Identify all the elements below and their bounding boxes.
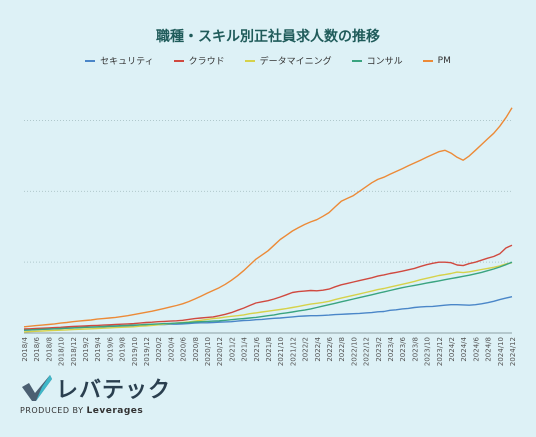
- x-tick-label: 2023/2: [375, 337, 383, 362]
- x-tick-label: 2019/12: [143, 337, 151, 366]
- x-tick-label: 2024/2: [448, 337, 456, 362]
- legend-swatch-consulting: [351, 59, 362, 62]
- produced-by-label: PRODUCED BY: [20, 406, 84, 415]
- x-tick-label: 2021/6: [253, 336, 261, 361]
- produced-by-line: PRODUCED BY Leverages: [20, 406, 171, 416]
- x-tick-label: 2020/10: [204, 337, 212, 366]
- x-tick-label: 2019/4: [94, 336, 102, 361]
- x-tick-label: 2018/12: [70, 337, 78, 366]
- x-axis: 2018/4 2018/6 2018/8 2018/10 2018/12 2019/2 20…: [21, 332, 517, 366]
- legend-item-data-mining: データマイニング: [244, 54, 332, 67]
- series-line-1: [23, 244, 513, 330]
- x-tick-label: 2022/4: [314, 336, 322, 361]
- legend-swatch-security: [85, 59, 96, 62]
- x-tick-label: 2024/4: [460, 336, 468, 361]
- x-tick-label: 2021/12: [289, 337, 297, 366]
- brand-name: Leverages: [86, 406, 144, 416]
- x-tick-label: 2022/2: [302, 337, 310, 362]
- legend-label-consulting: コンサル: [366, 57, 403, 67]
- legend-item-security: セキュリティ: [85, 54, 154, 67]
- legend-item-pm: PM: [422, 54, 451, 67]
- x-tick-label: 2021/4: [241, 336, 249, 361]
- legend: セキュリティ クラウド データマイニング コンサル PM: [0, 54, 536, 67]
- x-tick-label: 2022/12: [363, 337, 371, 366]
- legend-label-cloud: クラウド: [188, 57, 225, 67]
- x-tick-label: 2021/10: [277, 337, 285, 366]
- x-tick-label: 2018/4: [21, 336, 29, 361]
- series-lines: [23, 107, 513, 333]
- x-tick-label: 2020/12: [216, 337, 224, 366]
- checkmark-logo-icon: [22, 375, 52, 401]
- x-tick-label: 2023/12: [436, 337, 444, 366]
- x-tick-label: 2018/6: [33, 336, 41, 361]
- chart-title: 職種・スキル別正社員求人数の推移: [156, 29, 380, 45]
- x-tick-label: 2024/10: [497, 337, 505, 366]
- x-tick-label: 2019/8: [119, 337, 127, 362]
- x-tick-label: 2020/4: [167, 336, 175, 361]
- legend-label-security: セキュリティ: [100, 57, 154, 67]
- series-line-3: [23, 261, 513, 331]
- x-tick-label: 2023/6: [399, 336, 407, 361]
- x-tick-label: 2021/2: [228, 337, 236, 362]
- x-tick-label: 2023/4: [387, 336, 395, 361]
- grid-lines: [24, 120, 512, 263]
- x-tick-label: 2019/10: [131, 337, 139, 366]
- legend-item-consulting: コンサル: [351, 54, 403, 67]
- legend-swatch-pm: [422, 59, 433, 62]
- x-tick-label: 2022/8: [338, 337, 346, 362]
- brand-logo: レバテック PRODUCED BY Leverages: [20, 372, 171, 416]
- x-tick-label: 2022/6: [326, 336, 334, 361]
- legend-item-cloud: クラウド: [173, 54, 225, 67]
- series-line-4: [23, 107, 513, 328]
- x-tick-label: 2024/8: [485, 337, 493, 362]
- legend-swatch-cloud: [173, 59, 184, 62]
- x-tick-label: 2018/10: [58, 337, 66, 366]
- x-tick-label: 2021/8: [265, 337, 273, 362]
- x-tick-label: 2019/2: [82, 337, 90, 362]
- x-tick-label: 2023/8: [411, 337, 419, 362]
- x-tick-label: 2024/12: [509, 337, 517, 366]
- logo-wordmark: レバテック: [56, 378, 172, 403]
- x-tick-label: 2019/6: [106, 336, 114, 361]
- x-tick-label: 2020/8: [192, 337, 200, 362]
- x-tick-label: 2024/6: [472, 336, 480, 361]
- legend-label-pm: PM: [437, 55, 451, 66]
- x-tick-label: 2023/10: [424, 337, 432, 366]
- legend-label-data-mining: データマイニング: [259, 57, 332, 67]
- x-tick-label: 2020/6: [180, 336, 188, 361]
- x-tick-label: 2018/8: [45, 337, 53, 362]
- x-tick-label: 2022/10: [350, 337, 358, 366]
- legend-swatch-data-mining: [244, 59, 255, 62]
- series-line-2: [23, 262, 513, 333]
- x-tick-label: 2020/2: [155, 337, 163, 362]
